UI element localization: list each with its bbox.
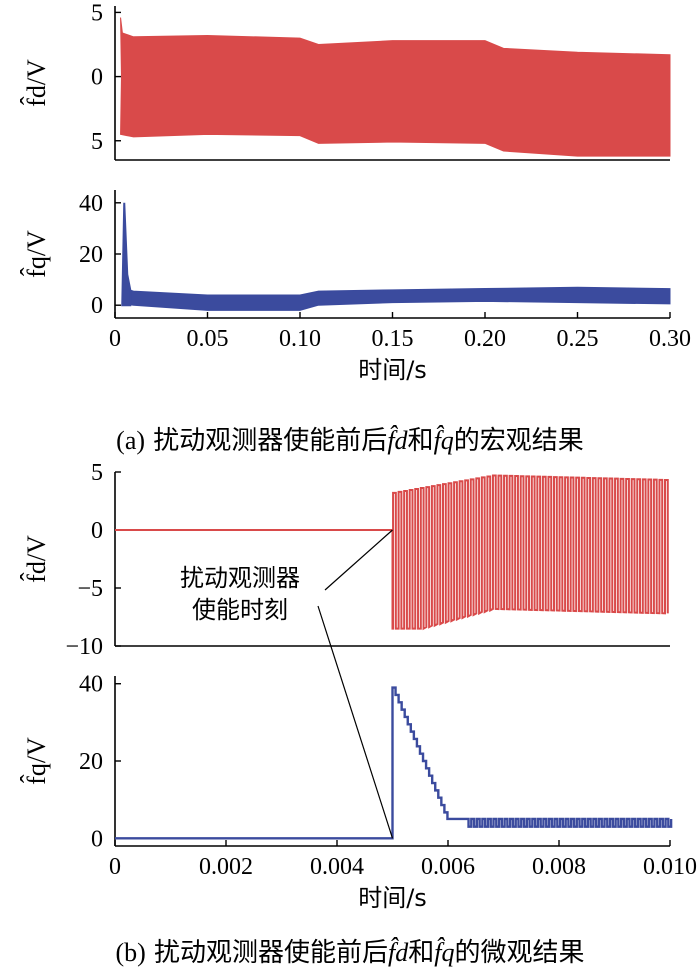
y-tick-label-1-0: 40 [79, 191, 103, 217]
caption-a-mid: 和 [407, 426, 434, 456]
x-tick-label-1-3: 0.15 [372, 326, 414, 352]
y-tick-label-0-1: 0 [91, 65, 103, 91]
svg-text:f̂q/V: f̂q/V [21, 737, 51, 785]
y-tick-label-2-0: 5 [91, 460, 103, 486]
x-axis-label-1: 时间/s [358, 356, 427, 384]
x-tick-label-1-0: 0 [109, 326, 121, 352]
x-tick-label-1-6: 0.30 [649, 326, 691, 352]
caption-b-text2: 的微观结果 [454, 938, 585, 968]
x-tick-label-3-3: 0.006 [421, 854, 475, 880]
x-tick-label-3-0: 0 [109, 854, 121, 880]
y-tick-label-3-0: 40 [79, 672, 103, 698]
annotation-leader-top [324, 529, 393, 591]
x-axis-label-3: 时间/s [358, 884, 427, 912]
x-tick-label-3-1: 0.002 [199, 854, 253, 880]
fq-macro-spike [121, 202, 132, 307]
x-tick-label-3-5: 0.010 [643, 854, 697, 880]
x-tick-label-1-2: 0.10 [279, 326, 321, 352]
caption-b: (b) 扰动观测器使能前后f̂d和f̂q的微观结果 [0, 932, 700, 969]
y-tick-label-1-1: 20 [79, 242, 103, 268]
y-tick-label-3-2: 0 [91, 826, 103, 852]
y-tick-label-1-2: 0 [91, 293, 103, 319]
annotation-leader-bottom [317, 605, 394, 839]
svg-text:f̂q/V: f̂q/V [21, 230, 51, 278]
caption-b-symbol-fq: f̂q [434, 938, 455, 967]
fd-macro-band [120, 17, 671, 157]
y-tick-label-3-1: 20 [79, 749, 103, 775]
caption-a-symbol-fd: f̂d [387, 426, 408, 455]
annotation-line1: 扰动观测器 [180, 564, 300, 592]
y-tick-label-2-2: −5 [77, 576, 103, 602]
y-tick-label-2-1: 0 [91, 518, 103, 544]
y-axis-label-1: f̂q/V [21, 230, 51, 278]
y-tick-label-2-3: −10 [65, 634, 103, 660]
x-tick-label-1-1: 0.05 [187, 326, 229, 352]
y-axis-label-0: f̂d/V [21, 59, 51, 107]
x-tick-label-1-4: 0.20 [464, 326, 506, 352]
caption-a-text1: 扰动观测器使能前后 [153, 426, 388, 456]
annotation-line2: 使能时刻 [192, 596, 288, 624]
caption-b-label: (b) [115, 938, 146, 967]
y-tick-label-0-0: 5 [91, 0, 103, 26]
y-tick-label-0-2: 5 [91, 129, 103, 155]
caption-a-text2: 的宏观结果 [453, 426, 584, 456]
caption-b-text1: 扰动观测器使能前后 [154, 938, 389, 968]
y-axis-label-3: f̂q/V [21, 737, 51, 785]
caption-a-label: (a) [116, 426, 146, 455]
svg-text:f̂d/V: f̂d/V [21, 535, 51, 583]
caption-b-symbol-fd: f̂d [388, 938, 409, 967]
fd-micro-line [115, 474, 669, 631]
y-axis-label-2: f̂d/V [21, 535, 51, 583]
x-tick-label-3-4: 0.008 [532, 854, 586, 880]
caption-b-mid: 和 [408, 938, 435, 968]
svg-text:f̂d/V: f̂d/V [21, 59, 51, 107]
x-tick-label-3-2: 0.004 [310, 854, 364, 880]
fq-micro-line [115, 686, 673, 840]
caption-a-symbol-fq: f̂q [433, 426, 454, 455]
caption-a: (a) 扰动观测器使能前后f̂d和f̂q的宏观结果 [0, 420, 700, 457]
fq-macro-band [124, 286, 671, 311]
x-tick-label-1-5: 0.25 [557, 326, 599, 352]
